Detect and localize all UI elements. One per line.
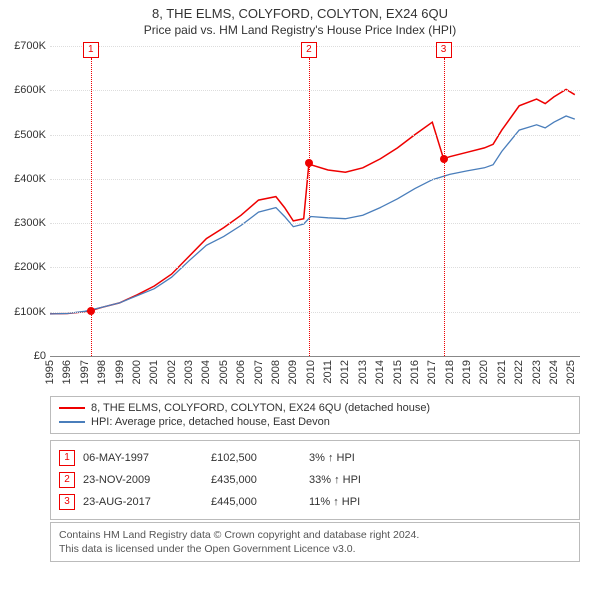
x-axis-label: 2021 <box>496 360 508 384</box>
x-axis-label: 2010 <box>305 360 317 384</box>
footer-line-2: This data is licensed under the Open Gov… <box>59 542 571 556</box>
legend-swatch <box>59 407 85 409</box>
x-axis-label: 2025 <box>565 360 577 384</box>
chart-container: 8, THE ELMS, COLYFORD, COLYTON, EX24 6QU… <box>0 0 600 590</box>
sales-vs-hpi: 11% ↑ HPI <box>309 496 429 508</box>
sales-index-box: 3 <box>59 494 75 510</box>
x-axis-label: 2016 <box>409 360 421 384</box>
x-axis-label: 2002 <box>166 360 178 384</box>
legend-label: 8, THE ELMS, COLYFORD, COLYTON, EX24 6QU… <box>91 402 430 414</box>
sales-price: £435,000 <box>211 474 301 486</box>
chart-plot-area: £0£100K£200K£300K£400K£500K£600K£700K199… <box>50 46 580 357</box>
marker-dot <box>87 307 95 315</box>
marker-dot <box>305 159 313 167</box>
x-axis-label: 2003 <box>183 360 195 384</box>
x-axis-label: 1995 <box>44 360 56 384</box>
legend-item: 8, THE ELMS, COLYFORD, COLYTON, EX24 6QU… <box>59 401 571 415</box>
marker-box: 1 <box>83 42 99 58</box>
gridline <box>50 135 580 136</box>
sales-date: 23-AUG-2017 <box>83 496 203 508</box>
chart-lines <box>50 46 580 356</box>
x-axis-label: 2014 <box>374 360 386 384</box>
footer-line-1: Contains HM Land Registry data © Crown c… <box>59 528 571 542</box>
x-axis-label: 2017 <box>426 360 438 384</box>
x-axis-label: 2009 <box>287 360 299 384</box>
x-axis-label: 2020 <box>478 360 490 384</box>
legend-item: HPI: Average price, detached house, East… <box>59 415 571 429</box>
y-axis-label: £400K <box>14 173 46 185</box>
x-axis-label: 2023 <box>531 360 543 384</box>
x-axis-label: 2015 <box>392 360 404 384</box>
sales-price: £102,500 <box>211 452 301 464</box>
x-axis-label: 2012 <box>339 360 351 384</box>
gridline <box>50 312 580 313</box>
x-axis-label: 2004 <box>200 360 212 384</box>
marker-line <box>309 58 310 356</box>
x-axis-label: 2013 <box>357 360 369 384</box>
x-axis-label: 1997 <box>79 360 91 384</box>
sales-price: £445,000 <box>211 496 301 508</box>
x-axis-label: 1996 <box>61 360 73 384</box>
y-axis-label: £600K <box>14 84 46 96</box>
x-axis-label: 2008 <box>270 360 282 384</box>
legend: 8, THE ELMS, COLYFORD, COLYTON, EX24 6QU… <box>50 396 580 434</box>
y-axis-label: £300K <box>14 217 46 229</box>
sales-date: 06-MAY-1997 <box>83 452 203 464</box>
gridline <box>50 90 580 91</box>
x-axis-label: 2024 <box>548 360 560 384</box>
chart-subtitle: Price paid vs. HM Land Registry's House … <box>0 21 600 37</box>
y-axis-label: £200K <box>14 261 46 273</box>
sales-row: 2 23-NOV-2009 £435,000 33% ↑ HPI <box>59 469 571 491</box>
gridline <box>50 223 580 224</box>
footer: Contains HM Land Registry data © Crown c… <box>50 522 580 562</box>
x-axis-label: 2000 <box>131 360 143 384</box>
x-axis-label: 1999 <box>114 360 126 384</box>
x-axis-label: 1998 <box>96 360 108 384</box>
x-axis-label: 2018 <box>444 360 456 384</box>
x-axis-label: 2019 <box>461 360 473 384</box>
x-axis-label: 2006 <box>235 360 247 384</box>
sales-vs-hpi: 3% ↑ HPI <box>309 452 429 464</box>
marker-box: 3 <box>436 42 452 58</box>
gridline <box>50 267 580 268</box>
sales-row: 3 23-AUG-2017 £445,000 11% ↑ HPI <box>59 491 571 513</box>
sales-vs-hpi: 33% ↑ HPI <box>309 474 429 486</box>
x-axis-label: 2011 <box>322 360 334 384</box>
series-price_paid <box>50 89 575 314</box>
y-axis-label: £500K <box>14 129 46 141</box>
x-axis-label: 2022 <box>513 360 525 384</box>
marker-box: 2 <box>301 42 317 58</box>
chart-title: 8, THE ELMS, COLYFORD, COLYTON, EX24 6QU <box>0 0 600 21</box>
sales-date: 23-NOV-2009 <box>83 474 203 486</box>
y-axis-label: £100K <box>14 306 46 318</box>
y-axis-label: £700K <box>14 40 46 52</box>
sales-index-box: 1 <box>59 450 75 466</box>
marker-dot <box>440 155 448 163</box>
marker-line <box>444 58 445 356</box>
legend-swatch <box>59 421 85 423</box>
legend-label: HPI: Average price, detached house, East… <box>91 416 330 428</box>
x-axis-label: 2007 <box>253 360 265 384</box>
x-axis-label: 2001 <box>148 360 160 384</box>
series-hpi <box>50 116 575 314</box>
sales-table: 1 06-MAY-1997 £102,500 3% ↑ HPI 2 23-NOV-2009… <box>50 440 580 520</box>
sales-index-box: 2 <box>59 472 75 488</box>
sales-row: 1 06-MAY-1997 £102,500 3% ↑ HPI <box>59 447 571 469</box>
x-axis-label: 2005 <box>218 360 230 384</box>
gridline <box>50 179 580 180</box>
